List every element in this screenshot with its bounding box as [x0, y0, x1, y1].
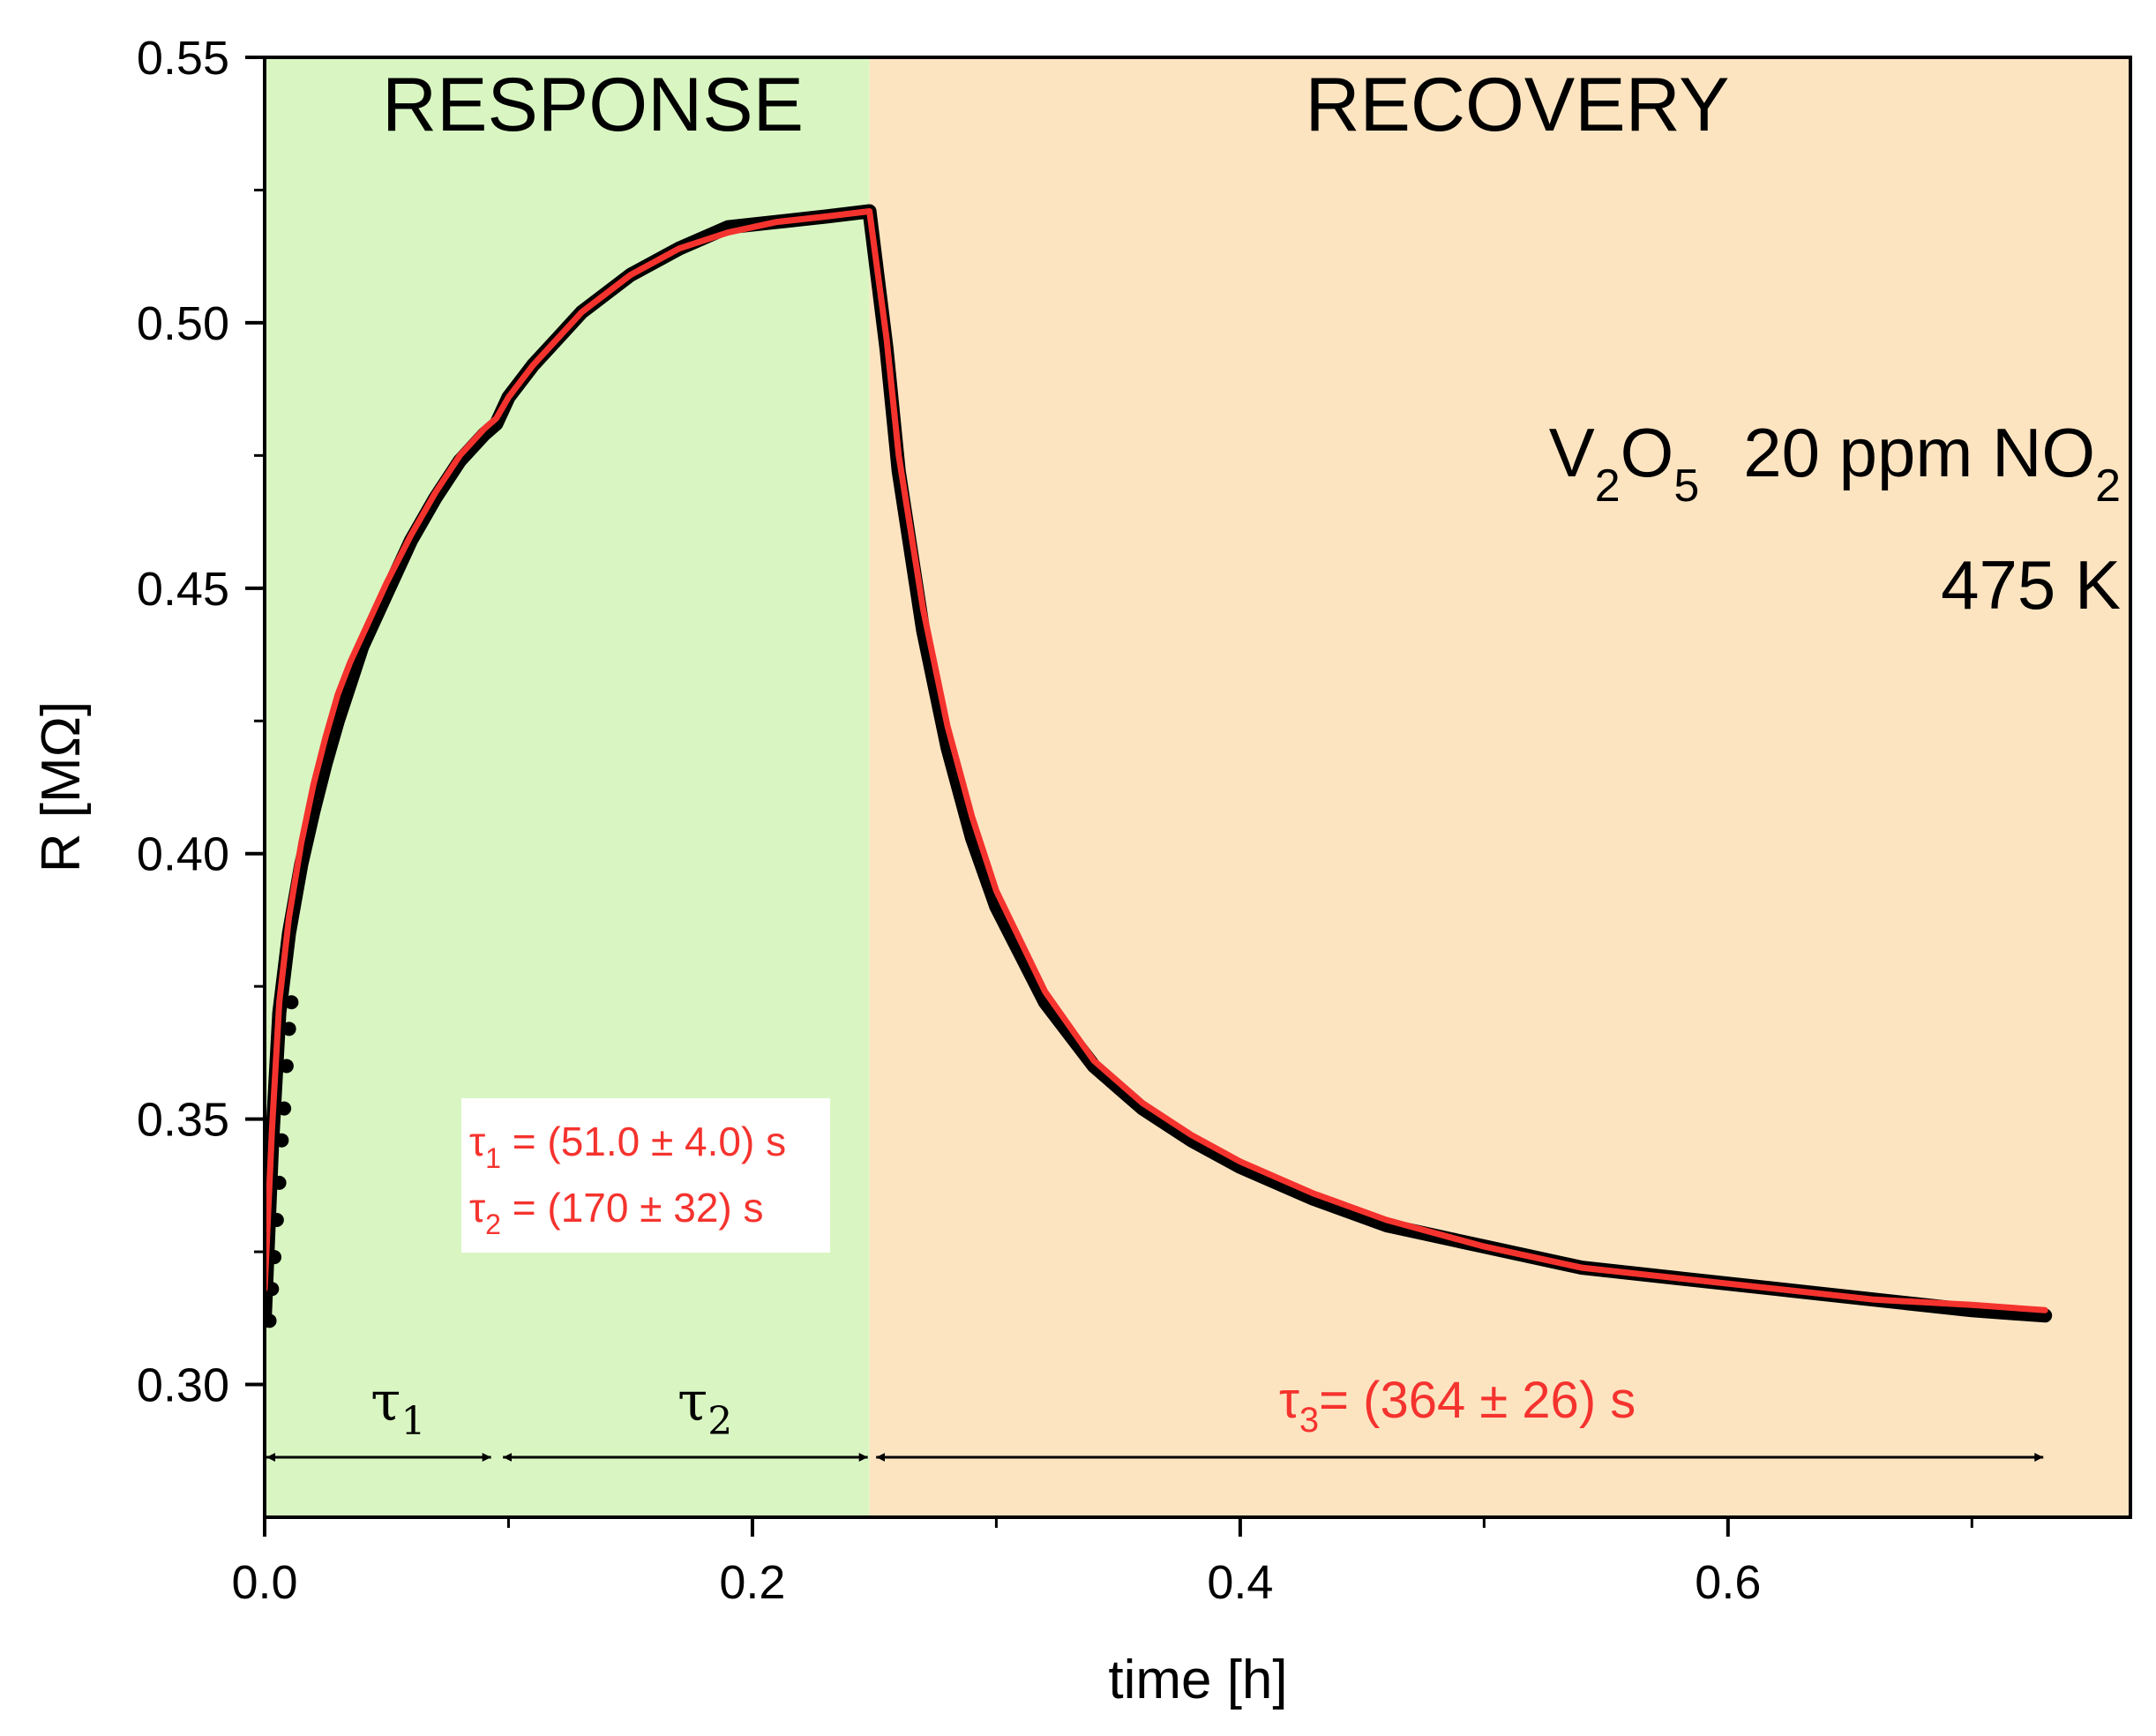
measured-data-point: [265, 1282, 280, 1297]
temperature-label: 475 K: [1941, 546, 2121, 624]
plot-frame: [263, 56, 2132, 1519]
tau2-sub: 2: [485, 1208, 501, 1240]
x-tick-label: 0.0: [231, 1556, 297, 1609]
tau-interval-markers: τ1 τ2 τ3= (364 ± 26) s: [266, 1369, 2044, 1462]
tau2-marker-label: τ2: [677, 1369, 732, 1444]
x-axis-title: time [h]: [1108, 1650, 1287, 1710]
x-tick-label: 0.4: [1207, 1556, 1273, 1609]
y-tick-label: 0.45: [137, 563, 229, 616]
region-recovery: [869, 57, 2131, 1517]
y-tick-label: 0.55: [137, 32, 229, 85]
y-axis-title: R [MΩ]: [31, 701, 92, 872]
tau2-symbol: τ: [469, 1185, 485, 1231]
measured-data-point: [284, 995, 299, 1010]
fit-params-box: [461, 1098, 830, 1253]
tau1-fit-text: τ1 = (51.0 ± 4.0) s: [469, 1119, 786, 1174]
tau1-marker-sub: 1: [401, 1399, 425, 1444]
tau3-fit-text: τ3= (364 ± 26) s: [1279, 1372, 1636, 1440]
y-tick-label: 0.50: [137, 297, 229, 350]
x-tick-label: 0.6: [1695, 1556, 1761, 1609]
tau1-symbol: τ: [469, 1119, 485, 1164]
measured-data-point: [267, 1250, 282, 1265]
tau3-symbol: τ: [1279, 1372, 1299, 1429]
x-tick-label: 0.2: [719, 1556, 785, 1609]
measured-data-point: [277, 1101, 292, 1116]
gas-prefix: 20 ppm NO: [1743, 414, 2095, 491]
region-response: [265, 57, 870, 1517]
material-mid: O: [1621, 414, 1674, 491]
measured-data-point: [269, 1212, 284, 1227]
measured-data-point: [281, 1021, 296, 1036]
tau1-value: = (51.0 ± 4.0) s: [501, 1119, 786, 1164]
measured-data-point: [274, 1133, 289, 1148]
material-main: V: [1549, 414, 1595, 491]
y-tick-label: 0.30: [137, 1359, 229, 1412]
shaded-regions: [265, 57, 2131, 1517]
measured-data-point: [272, 1175, 287, 1190]
y-axis-ticks: 0.30 0.35 0.40 0.45 0.50 0.55: [137, 32, 265, 1412]
material-sub1: 2: [1595, 460, 1621, 512]
region-label-response: RESPONSE: [382, 63, 804, 147]
region-label-recovery: RECOVERY: [1305, 63, 1729, 147]
material-gas-label: V2O5 20 ppm NO2: [1549, 414, 2121, 512]
x-axis-ticks: 0.0 0.2 0.4 0.6: [231, 1517, 1761, 1609]
material-sub2: 5: [1673, 460, 1699, 512]
tau3-sub: 3: [1299, 1401, 1319, 1440]
tau2-fit-text: τ2 = (170 ± 32) s: [469, 1185, 764, 1240]
tau3-value: = (364 ± 26) s: [1319, 1372, 1636, 1429]
measured-data-point: [279, 1059, 294, 1074]
tau2-marker-symbol: τ: [677, 1369, 707, 1433]
gas-sub: 2: [2095, 460, 2121, 512]
tau1-sub: 1: [485, 1142, 501, 1174]
fit-curve-line: [265, 208, 2048, 1313]
measured-data-point: [265, 1313, 277, 1328]
tau1-marker-symbol: τ: [371, 1369, 401, 1433]
y-tick-label: 0.35: [137, 1094, 229, 1147]
tau2-value: = (170 ± 32) s: [501, 1185, 764, 1231]
tau1-marker-label: τ1: [371, 1369, 425, 1444]
tau2-marker-sub: 2: [707, 1399, 732, 1444]
y-tick-label: 0.40: [137, 828, 229, 881]
data-series: [265, 204, 2053, 1328]
